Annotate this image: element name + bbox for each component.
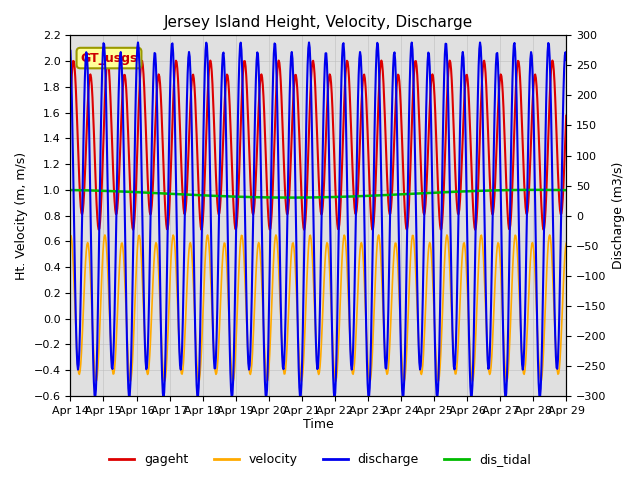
dis_tidal bbox=[203, 192, 211, 198]
dis_tidal bbox=[76, 187, 83, 193]
Y-axis label: Discharge (m3/s): Discharge (m3/s) bbox=[612, 162, 625, 269]
velocity bbox=[67, 232, 74, 238]
velocity bbox=[394, 265, 402, 271]
gageht bbox=[177, 146, 184, 152]
discharge bbox=[380, 304, 387, 310]
velocity bbox=[128, 370, 136, 375]
velocity bbox=[205, 235, 212, 241]
gageht bbox=[378, 60, 386, 66]
gageht bbox=[127, 192, 134, 198]
velocity bbox=[380, 318, 387, 324]
Line: gageht: gageht bbox=[70, 60, 566, 230]
discharge bbox=[563, 57, 570, 63]
gageht bbox=[67, 103, 74, 108]
X-axis label: Time: Time bbox=[303, 419, 333, 432]
Title: Jersey Island Height, Velocity, Discharge: Jersey Island Height, Velocity, Discharg… bbox=[164, 15, 473, 30]
dis_tidal bbox=[67, 187, 74, 193]
gageht bbox=[471, 227, 479, 233]
discharge bbox=[76, 347, 83, 353]
gageht bbox=[76, 179, 83, 185]
gageht bbox=[393, 84, 401, 90]
discharge bbox=[134, 39, 142, 45]
dis_tidal bbox=[127, 189, 134, 195]
discharge bbox=[394, 179, 402, 185]
discharge bbox=[67, 48, 74, 54]
Line: dis_tidal: dis_tidal bbox=[70, 190, 566, 198]
discharge bbox=[127, 381, 134, 386]
discharge bbox=[204, 57, 211, 62]
velocity bbox=[563, 240, 570, 246]
gageht bbox=[563, 113, 570, 119]
velocity bbox=[179, 371, 186, 377]
Line: velocity: velocity bbox=[70, 235, 566, 381]
dis_tidal bbox=[394, 192, 401, 197]
dis_tidal bbox=[531, 187, 539, 193]
gageht bbox=[203, 111, 211, 117]
Text: GT_usgs: GT_usgs bbox=[80, 51, 138, 64]
discharge bbox=[331, 395, 339, 401]
discharge bbox=[177, 360, 185, 366]
velocity bbox=[101, 232, 109, 238]
dis_tidal bbox=[287, 195, 295, 201]
dis_tidal bbox=[177, 192, 184, 197]
dis_tidal bbox=[379, 192, 387, 198]
dis_tidal bbox=[563, 187, 570, 193]
velocity bbox=[76, 372, 83, 377]
gageht bbox=[548, 58, 556, 63]
Y-axis label: Ht. Velocity (m, m/s): Ht. Velocity (m, m/s) bbox=[15, 152, 28, 280]
velocity bbox=[127, 378, 134, 384]
Line: discharge: discharge bbox=[70, 42, 566, 398]
Legend: gageht, velocity, discharge, dis_tidal: gageht, velocity, discharge, dis_tidal bbox=[104, 448, 536, 471]
